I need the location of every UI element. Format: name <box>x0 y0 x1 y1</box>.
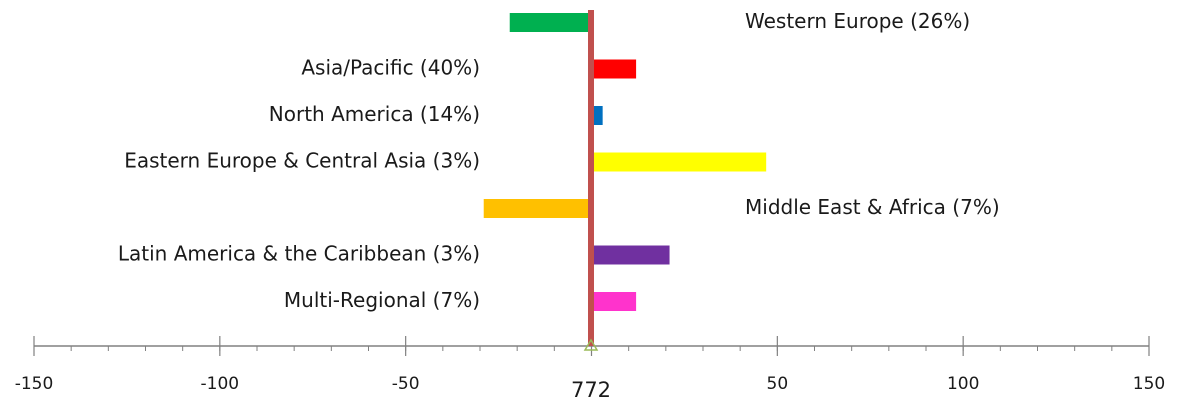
category-label: Latin America & the Caribbean (3%) <box>118 242 480 266</box>
x-tick-label: 150 <box>1133 374 1165 394</box>
tick-labels: -150 -100 -50 50 100 150 <box>15 374 1166 394</box>
x-tick-label: -50 <box>392 374 420 394</box>
x-tick-label: -150 <box>15 374 54 394</box>
bar <box>591 292 637 311</box>
category-label: Asia/Pacific (40%) <box>301 56 480 80</box>
bar <box>509 13 592 32</box>
x-tick-label: 50 <box>767 374 789 394</box>
center-label: 772 <box>571 378 611 402</box>
center-line <box>588 10 594 346</box>
category-label: North America (14%) <box>269 102 480 126</box>
x-tick-label: -100 <box>201 374 240 394</box>
category-label: Western Europe (26%) <box>745 9 970 33</box>
center-marker-icon <box>583 338 599 351</box>
category-label: Middle East & Africa (7%) <box>745 195 1000 219</box>
bar <box>591 59 637 79</box>
major-ticks <box>33 336 1150 356</box>
bar <box>591 106 603 125</box>
bars <box>483 13 767 311</box>
category-label: Eastern Europe & Central Asia (3%) <box>124 149 480 173</box>
category-labels: Western Europe (26%) Asia/Pacific (40%) No… <box>118 9 1000 312</box>
bar <box>591 245 670 265</box>
bar <box>591 152 767 172</box>
bar <box>483 199 592 218</box>
x-tick-label: 100 <box>947 374 979 394</box>
category-label: Multi-Regional (7%) <box>284 288 480 312</box>
